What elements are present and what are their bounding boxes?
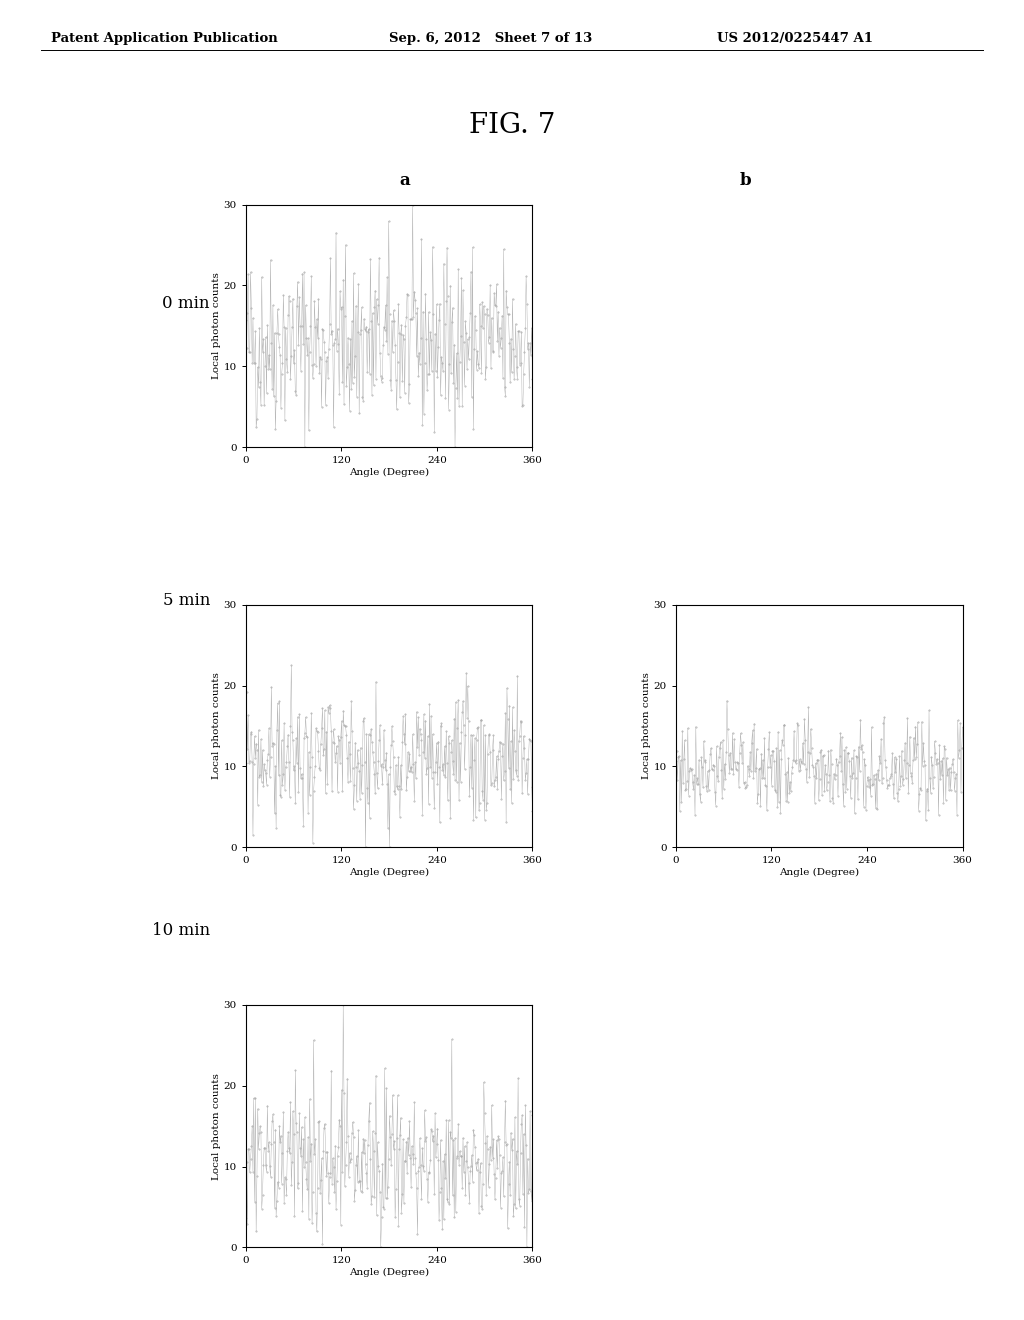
X-axis label: Angle (Degree): Angle (Degree) <box>779 869 859 878</box>
Y-axis label: Local photon counts: Local photon counts <box>212 1073 221 1180</box>
X-axis label: Angle (Degree): Angle (Degree) <box>349 1269 429 1278</box>
Y-axis label: Local photon counts: Local photon counts <box>212 673 221 779</box>
Text: Patent Application Publication: Patent Application Publication <box>51 32 278 45</box>
X-axis label: Angle (Degree): Angle (Degree) <box>349 467 429 477</box>
Text: Sep. 6, 2012   Sheet 7 of 13: Sep. 6, 2012 Sheet 7 of 13 <box>389 32 592 45</box>
Text: 0 min: 0 min <box>163 296 210 312</box>
Text: US 2012/0225447 A1: US 2012/0225447 A1 <box>717 32 872 45</box>
Text: 10 min: 10 min <box>152 923 210 939</box>
Text: 5 min: 5 min <box>163 593 210 609</box>
Y-axis label: Local photon counts: Local photon counts <box>642 673 651 779</box>
Y-axis label: Local photon counts: Local photon counts <box>212 272 221 379</box>
Text: b: b <box>739 172 752 189</box>
Text: FIG. 7: FIG. 7 <box>469 112 555 139</box>
X-axis label: Angle (Degree): Angle (Degree) <box>349 869 429 878</box>
Text: a: a <box>399 172 410 189</box>
